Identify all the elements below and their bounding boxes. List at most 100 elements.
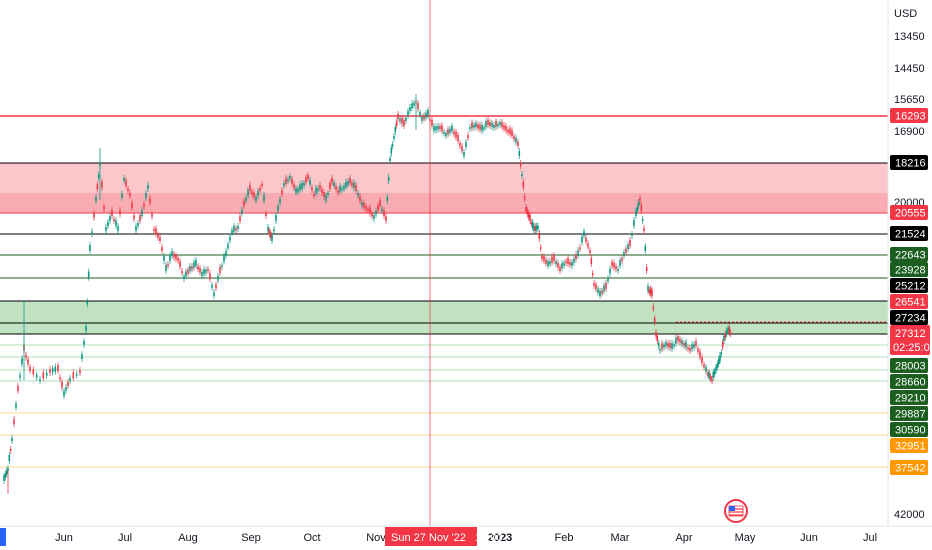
candle-body [549, 261, 551, 265]
level-badge-30590[interactable]: 30590 [890, 422, 928, 437]
level-badge-29210[interactable]: 29210 [890, 390, 928, 405]
candle-body [139, 215, 141, 221]
level-badge-26541[interactable]: 26541 [890, 294, 928, 309]
chart-pane[interactable] [0, 0, 888, 525]
level-badge-22643[interactable]: 22643 [890, 247, 928, 262]
candle-body [153, 229, 155, 231]
candle-body [93, 212, 95, 218]
candle-body [551, 256, 553, 263]
candle-body [51, 368, 54, 373]
candle-body [703, 364, 705, 368]
candle-body [145, 193, 147, 198]
candle-body [661, 343, 663, 350]
candle-body [390, 147, 393, 154]
candle-body [429, 119, 431, 121]
level-badge-18216[interactable]: 18216 [890, 155, 928, 170]
candle-body [457, 135, 459, 141]
candle-body [95, 197, 97, 201]
candle-body [229, 236, 231, 241]
candle-body [685, 341, 687, 348]
candle-body [677, 336, 679, 341]
candle-body [728, 326, 731, 333]
level-badge-20555[interactable]: 20555 [890, 205, 928, 220]
candle-body [625, 248, 627, 253]
candle-body [249, 185, 251, 191]
candle-body [648, 289, 651, 293]
level-badge-28003[interactable]: 28003 [890, 358, 928, 373]
candle-body [79, 370, 81, 373]
candle-body [19, 374, 21, 378]
candle-body [665, 342, 667, 346]
candle-body [72, 372, 75, 379]
candle-body [479, 124, 481, 130]
candle-body [691, 344, 693, 350]
level-badge-21524[interactable]: 21524 [890, 226, 928, 241]
candle-body [545, 259, 547, 264]
time-tick-label: Mar [611, 532, 630, 544]
candle-body [495, 121, 497, 127]
level-badge-23928[interactable]: 23928 [890, 262, 928, 277]
candle-body [339, 185, 341, 192]
level-badge-28660[interactable]: 28660 [890, 374, 928, 389]
price-tick-label: 14450 [894, 63, 925, 75]
candle-body [521, 174, 523, 176]
candle-body [475, 123, 477, 127]
candle-body [617, 269, 619, 271]
candle-body [720, 352, 723, 355]
candle-body [96, 184, 99, 190]
level-badge-label: 28660 [895, 377, 926, 389]
candle-body [557, 262, 559, 268]
level-badge-label: 37542 [895, 463, 926, 475]
candle-body [119, 210, 121, 215]
candle-body [207, 269, 209, 271]
support-zone[interactable] [0, 301, 888, 334]
candle-body [117, 226, 119, 231]
candle-body [367, 209, 369, 211]
candle-body [275, 215, 277, 221]
level-badge-27234[interactable]: 27234 [890, 310, 928, 325]
candle-body [437, 125, 439, 130]
candle-body [129, 193, 131, 196]
candle-body [349, 178, 351, 183]
candle-body [511, 130, 513, 136]
candle-body [639, 198, 641, 201]
us-flag-icon[interactable] [724, 499, 748, 523]
candle-body [425, 112, 427, 118]
candle-body [489, 122, 491, 126]
level-badge-label: 28003 [895, 361, 926, 373]
candle-body [561, 263, 563, 269]
candle-body [155, 228, 157, 235]
level-badge-25212[interactable]: 25212 [890, 278, 928, 293]
candle-body [637, 202, 640, 206]
candle-body [215, 284, 217, 289]
candle-body [391, 144, 394, 147]
candle-body [695, 341, 697, 346]
level-badge-32951[interactable]: 32951 [890, 438, 928, 453]
candle-body [395, 121, 398, 126]
price-tick-label: 13450 [894, 31, 925, 43]
level-badge-29887[interactable]: 29887 [890, 406, 928, 421]
candle-body [85, 326, 87, 331]
candle-body [477, 124, 479, 129]
candle-body [225, 251, 227, 256]
candle-body [21, 358, 23, 365]
candle-body [269, 232, 272, 238]
candle-body [247, 190, 249, 196]
candle-body [435, 126, 437, 131]
candle-body [4, 473, 7, 478]
candle-body [585, 237, 587, 242]
level-badge-16293[interactable]: 16293 [890, 108, 928, 123]
candle-body [255, 197, 257, 201]
candle-body [235, 228, 237, 231]
level-badge-37542[interactable]: 37542 [890, 460, 928, 475]
candle-body [189, 266, 191, 271]
candle-body [385, 216, 387, 221]
candle-body [553, 255, 555, 261]
candle-body [465, 142, 467, 147]
candle-body [59, 377, 61, 380]
candle-body [183, 276, 185, 279]
candle-body [697, 348, 699, 352]
candle-body [537, 226, 539, 229]
time-tick-label: May [735, 532, 756, 544]
